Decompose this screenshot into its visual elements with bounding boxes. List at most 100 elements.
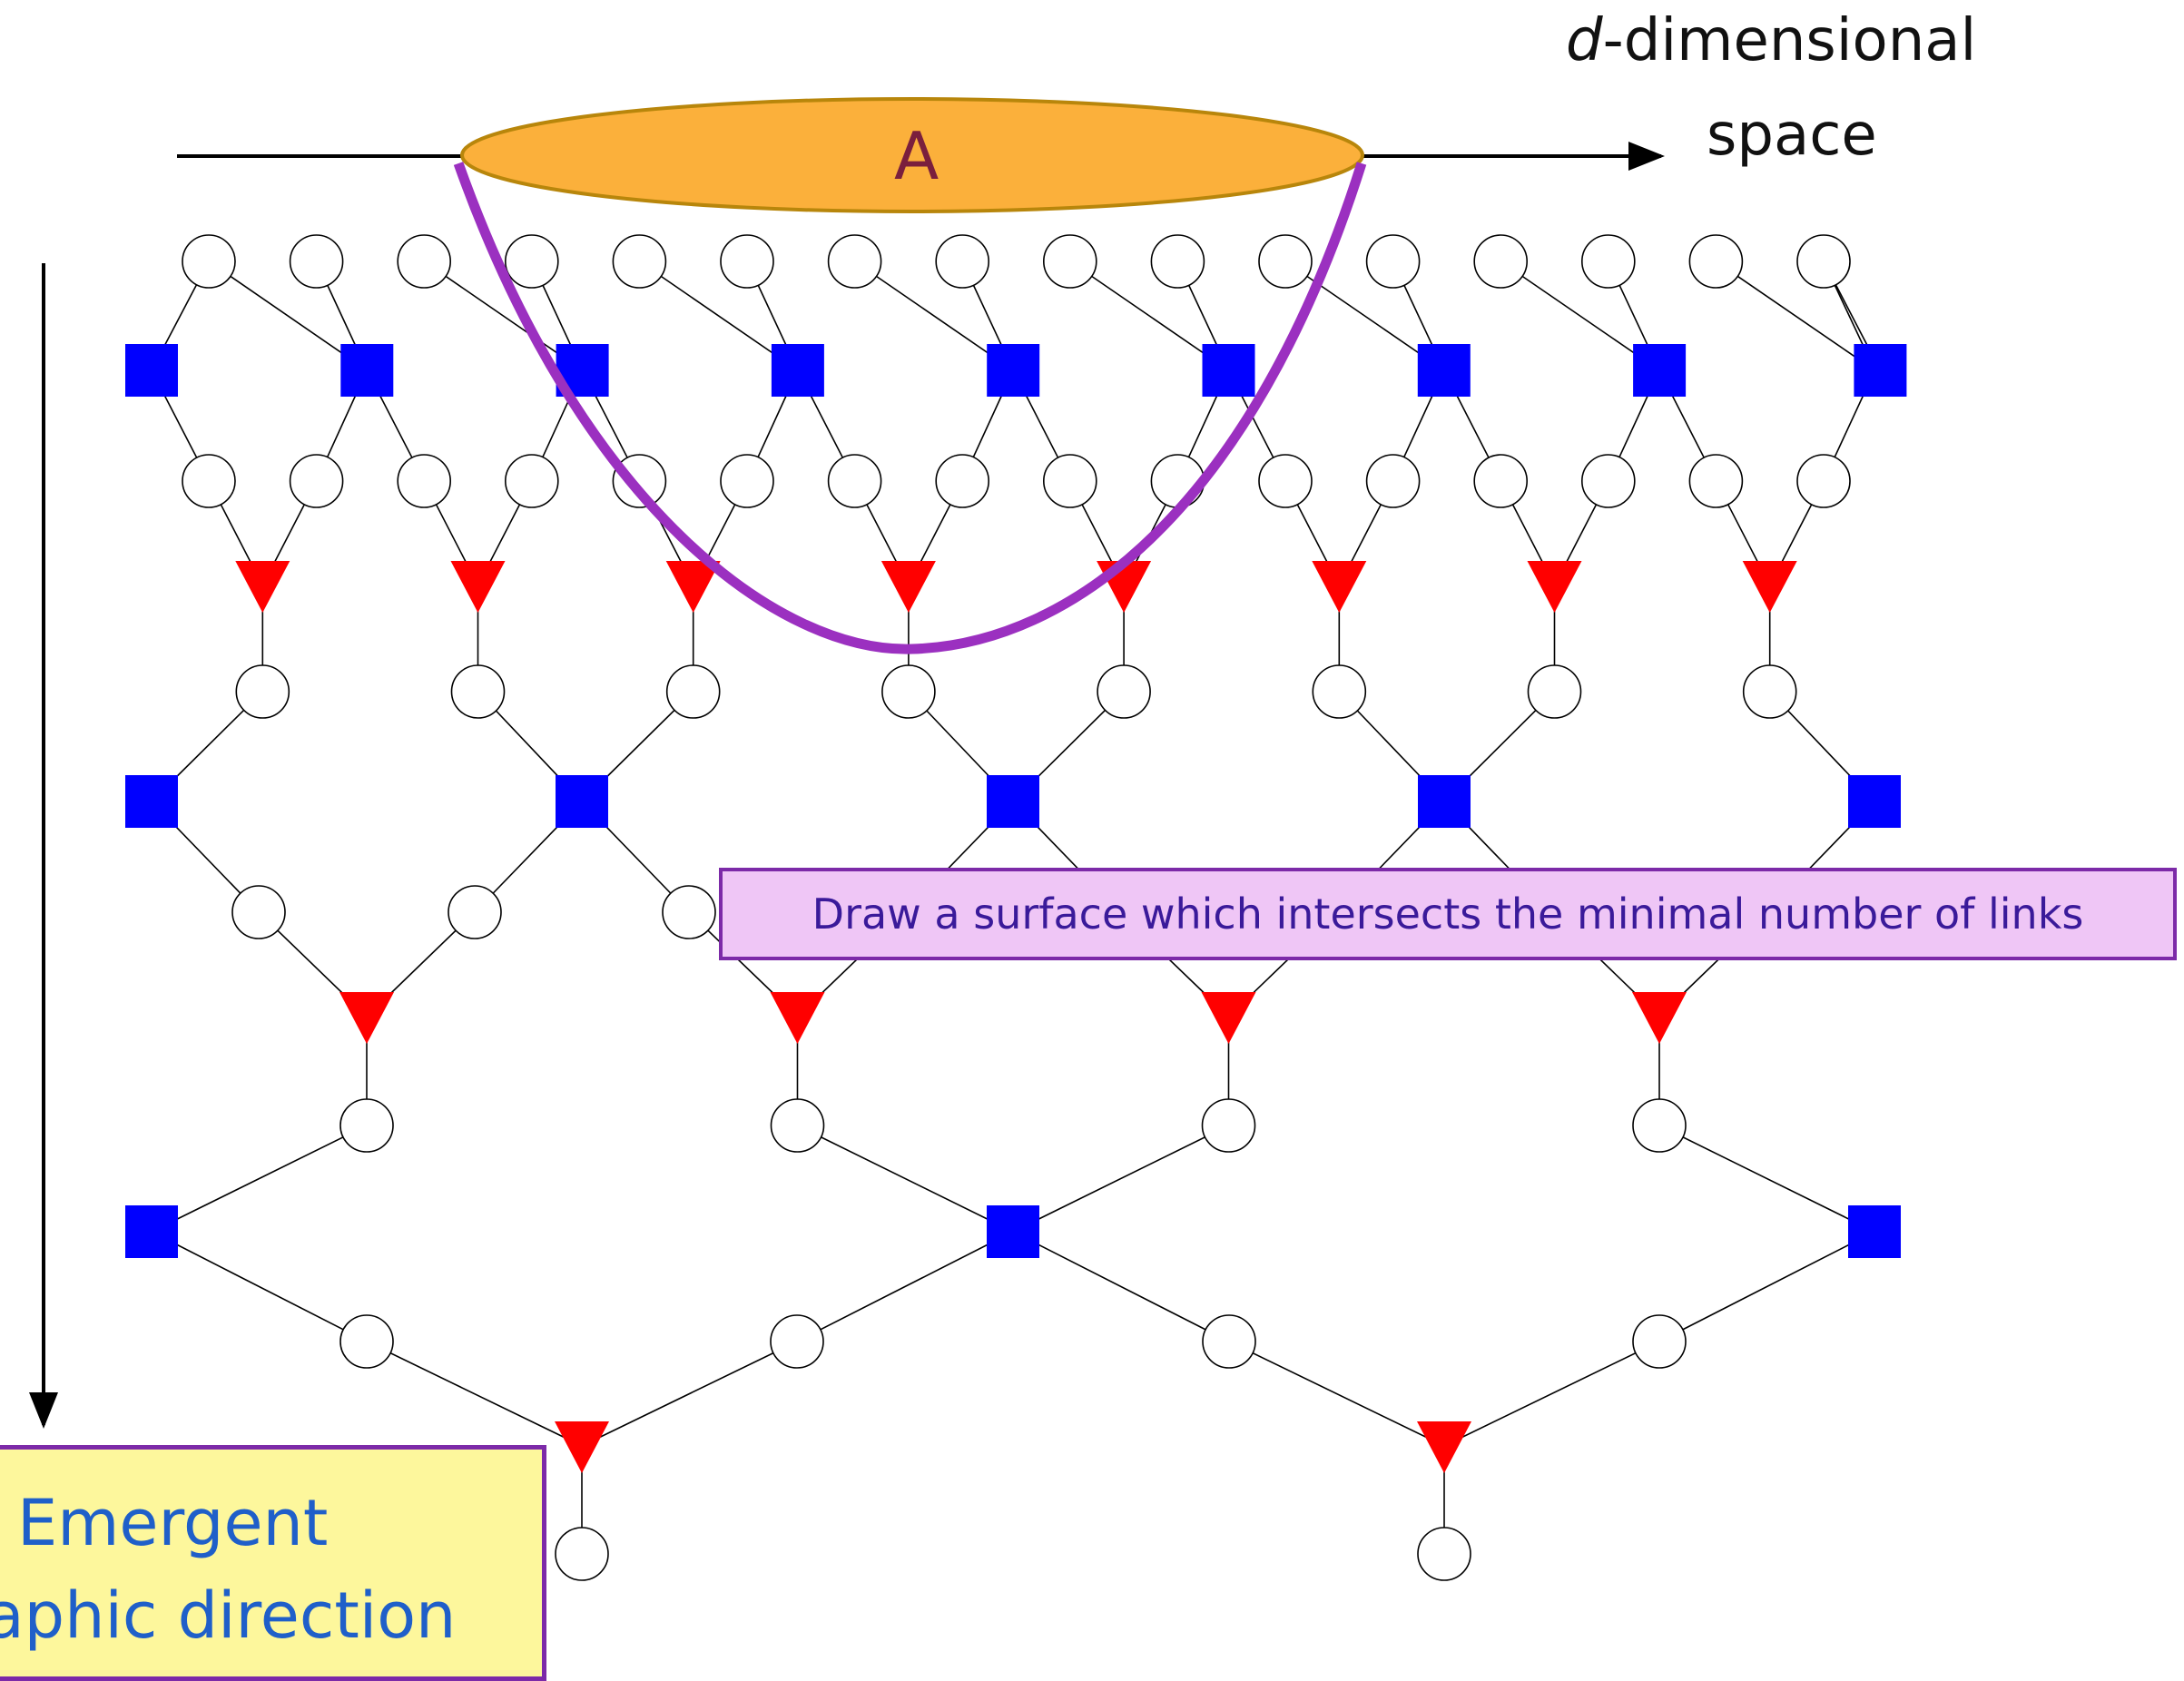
node-circle (1258, 234, 1313, 289)
node-circle (555, 1527, 609, 1581)
node-circle (1473, 234, 1528, 289)
node-circle (339, 1314, 394, 1369)
node-circle (935, 234, 989, 289)
node-circle (231, 885, 286, 939)
network-link (151, 1125, 368, 1233)
network-link (1658, 1231, 1875, 1342)
network-link (1069, 261, 1229, 371)
isometry-square (1633, 344, 1687, 397)
network-link (638, 261, 799, 371)
node-circle (1796, 234, 1851, 289)
node-circle (289, 454, 344, 508)
node-circle (1043, 234, 1097, 289)
holographic-direction-box: Emergent raphic direction (0, 1445, 546, 1681)
node-circle (1688, 234, 1744, 289)
node-circle (1688, 454, 1744, 508)
network-link (581, 1341, 798, 1447)
node-circle (1527, 664, 1582, 719)
node-circle (289, 234, 344, 289)
node-circle (665, 664, 721, 719)
disentangler-triangle (1201, 992, 1256, 1044)
node-circle (1365, 234, 1421, 289)
network-link (208, 261, 368, 371)
network-link (797, 1125, 1014, 1233)
axes (29, 142, 1665, 1429)
node-circle (1150, 454, 1205, 508)
network-link (1658, 1125, 1875, 1233)
network-link (796, 1231, 1014, 1342)
disentangler-triangle (235, 561, 290, 613)
node-circle (1632, 1098, 1687, 1153)
disentangler-triangle (339, 992, 394, 1044)
disentangler-triangle (880, 561, 936, 613)
node-circle (397, 454, 452, 508)
node-circle (720, 234, 774, 289)
network-link (1443, 1341, 1660, 1447)
isometry-square (1848, 775, 1901, 828)
node-circle (182, 454, 236, 508)
disentangler-triangle (770, 992, 825, 1044)
isometry-square (1418, 775, 1471, 828)
network-link (1012, 1231, 1230, 1342)
disentangler-triangle (1527, 561, 1582, 613)
dimension-label: d-dimensional (1566, 7, 1976, 74)
node-circle (339, 1098, 394, 1153)
dimension-d: d (1566, 7, 1603, 74)
holographic-line-2: raphic direction (0, 1578, 457, 1653)
node-circle (827, 454, 882, 508)
node-circle (1417, 1527, 1471, 1581)
node-circle (504, 234, 559, 289)
network-link (1012, 1125, 1229, 1233)
region-a-ellipse (460, 97, 1364, 213)
node-circle (881, 664, 936, 719)
node-circle (182, 234, 236, 289)
surface-instruction-box: Draw a surface which intersects the mini… (719, 868, 2177, 960)
node-circle (1473, 454, 1528, 508)
node-circle (1365, 454, 1421, 508)
network-link (423, 261, 584, 371)
node-circle (612, 234, 667, 289)
region-a-label: A (894, 118, 940, 194)
isometry-square (125, 344, 178, 397)
node-circle (1632, 1314, 1687, 1369)
node-circle (1201, 1098, 1256, 1153)
node-circle (935, 454, 989, 508)
network-link (366, 1341, 583, 1447)
node-circle (770, 1314, 824, 1369)
node-circle (504, 454, 559, 508)
node-circle (720, 454, 774, 508)
node-circle (827, 234, 882, 289)
isometry-square (125, 775, 178, 828)
node-circle (1202, 1314, 1256, 1369)
disentangler-triangle (1417, 1421, 1471, 1473)
node-circle (397, 234, 452, 289)
isometry-square (1202, 344, 1255, 397)
network-link (1500, 261, 1660, 371)
isometry-square (340, 344, 394, 397)
node-circle (1581, 454, 1636, 508)
node-circle (1581, 234, 1636, 289)
isometry-square (987, 1205, 1039, 1258)
disentangler-triangle (450, 561, 506, 613)
node-circle (1312, 664, 1367, 719)
node-circle (1258, 454, 1313, 508)
node-circle (1796, 454, 1851, 508)
isometry-square (1854, 344, 1907, 397)
node-circle (448, 885, 502, 939)
isometry-square (125, 1205, 178, 1258)
isometry-square (771, 344, 824, 397)
disentangler-triangle (1742, 561, 1797, 613)
node-circle (770, 1098, 825, 1153)
network-link (151, 1231, 368, 1342)
node-circle (612, 454, 667, 508)
node-circle (1097, 664, 1151, 719)
isometry-square (1417, 344, 1471, 397)
isometry-square (556, 775, 608, 828)
network-link (1228, 1341, 1445, 1447)
node-circle (1043, 454, 1097, 508)
disentangler-triangle (1632, 992, 1687, 1044)
isometry-square (987, 775, 1039, 828)
network-link (1715, 261, 1875, 371)
node-circle (450, 664, 506, 719)
